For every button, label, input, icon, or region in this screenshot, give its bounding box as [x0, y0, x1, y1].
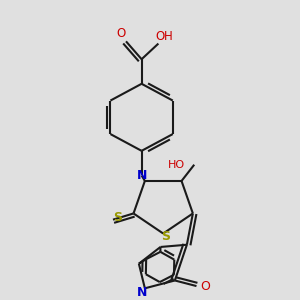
Text: S: S [161, 230, 170, 243]
Text: N: N [136, 169, 147, 182]
Text: S: S [113, 211, 122, 224]
Text: O: O [117, 27, 126, 40]
Text: N: N [137, 286, 148, 299]
Text: O: O [200, 280, 210, 292]
Text: HO: HO [167, 160, 184, 170]
Text: H: H [164, 30, 172, 44]
Text: O: O [155, 30, 164, 44]
